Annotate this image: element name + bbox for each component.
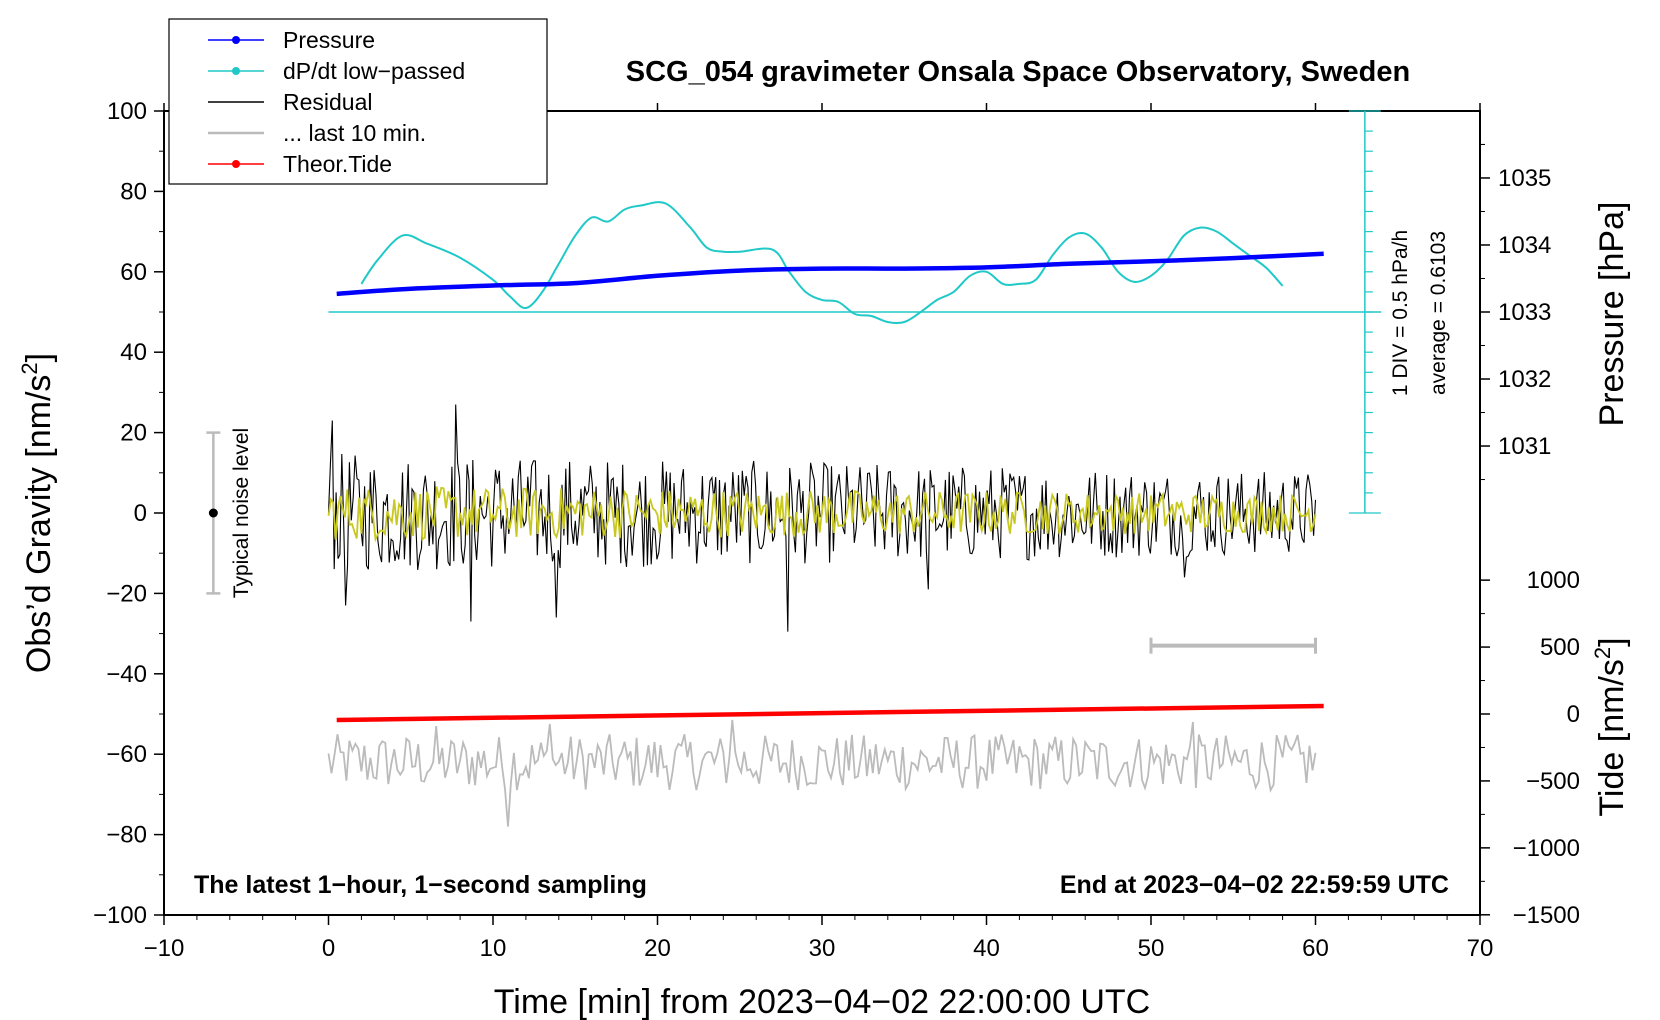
tide-axis-title: Tide [nm/s2] <box>1590 637 1631 816</box>
x-tick-label: 0 <box>322 935 335 962</box>
tide-tick-label: −1000 <box>1513 835 1580 862</box>
legend-label-3: ... last 10 min. <box>283 120 426 146</box>
note-sampling: The latest 1−hour, 1−second sampling <box>194 871 647 899</box>
tide-tick-label: 1000 <box>1527 567 1580 594</box>
pressure-tick-label: 1032 <box>1498 366 1551 393</box>
pressure-axis-title: Pressure [hPa] <box>1593 202 1631 427</box>
series-last-10-min <box>327 719 1317 827</box>
annotations <box>206 110 1382 654</box>
y-tick-label: 20 <box>120 420 147 447</box>
y-tick-label: 80 <box>120 178 147 205</box>
noise-bar-center <box>208 508 218 518</box>
pressure-tick-label: 1035 <box>1498 165 1551 192</box>
tide-axis-title-sup: 2 <box>1590 647 1615 659</box>
y-tick-label: −100 <box>93 902 147 929</box>
y-axis-title-sup: 2 <box>17 362 42 374</box>
x-tick-label: 50 <box>1138 935 1165 962</box>
y-tick-label: −80 <box>106 822 147 849</box>
pressure-tick-label: 1031 <box>1498 433 1551 460</box>
div-scale-label: 1 DIV = 0.5 hPa/h <box>1389 230 1412 396</box>
series-residual-lowpass <box>327 486 1317 543</box>
y-axis-title: Obs’d Gravity [nm/s2] <box>17 353 58 673</box>
note-end-time: End at 2023−04−02 22:59:59 UTC <box>1060 871 1449 899</box>
legend-marker-1 <box>232 67 240 75</box>
x-axis-title: Time [min] from 2023−04−02 22:00:00 UTC <box>494 983 1150 1020</box>
legend-marker-4 <box>232 160 240 168</box>
x-tick-label: 10 <box>480 935 507 962</box>
x-tick-label: 30 <box>809 935 836 962</box>
y-tick-label: 40 <box>120 339 147 366</box>
series-theor-tide <box>336 703 1324 723</box>
x-tick-label: 60 <box>1302 935 1329 962</box>
legend-label-1: dP/dt low−passed <box>283 58 465 84</box>
tide-tick-label: −1500 <box>1513 902 1580 929</box>
axis-ticks: −10 0 10 20 30 40 50 60 70−100−80−60−40−20020406… <box>93 98 1580 962</box>
tide-tick-label: 500 <box>1540 634 1580 661</box>
y-tick-label: −40 <box>106 661 147 688</box>
y-tick-label: 0 <box>134 500 147 527</box>
legend: Pressure dP/dt low−passed Residual ... last… <box>168 18 548 185</box>
y-tick-label: −20 <box>106 580 147 607</box>
x-tick-label: 40 <box>973 935 1000 962</box>
legend-label-4: Theor.Tide <box>283 151 392 177</box>
average-label: average = 0.6103 <box>1427 231 1450 395</box>
legend-label-0: Pressure <box>283 27 375 53</box>
tide-tick-label: −500 <box>1526 768 1580 795</box>
legend-label-2: Residual <box>283 89 373 115</box>
y-tick-label: −60 <box>106 741 147 768</box>
x-tick-label: 70 <box>1467 935 1494 962</box>
pressure-tick-label: 1033 <box>1498 299 1551 326</box>
series-pressure <box>336 251 1324 297</box>
tide-tick-label: 0 <box>1567 701 1580 728</box>
chart-title: SCG_054 gravimeter Onsala Space Observat… <box>626 56 1410 88</box>
x-tick-label: 20 <box>644 935 671 962</box>
series-dpdt <box>360 201 1284 325</box>
noise-level-label: Typical noise level <box>230 428 253 598</box>
legend-marker-0 <box>232 36 240 44</box>
y-tick-label: 60 <box>120 259 147 286</box>
data-series <box>327 201 1324 827</box>
pressure-tick-label: 1034 <box>1498 232 1551 259</box>
y-tick-label: 100 <box>107 98 147 125</box>
x-tick-label: −10 <box>144 935 185 962</box>
